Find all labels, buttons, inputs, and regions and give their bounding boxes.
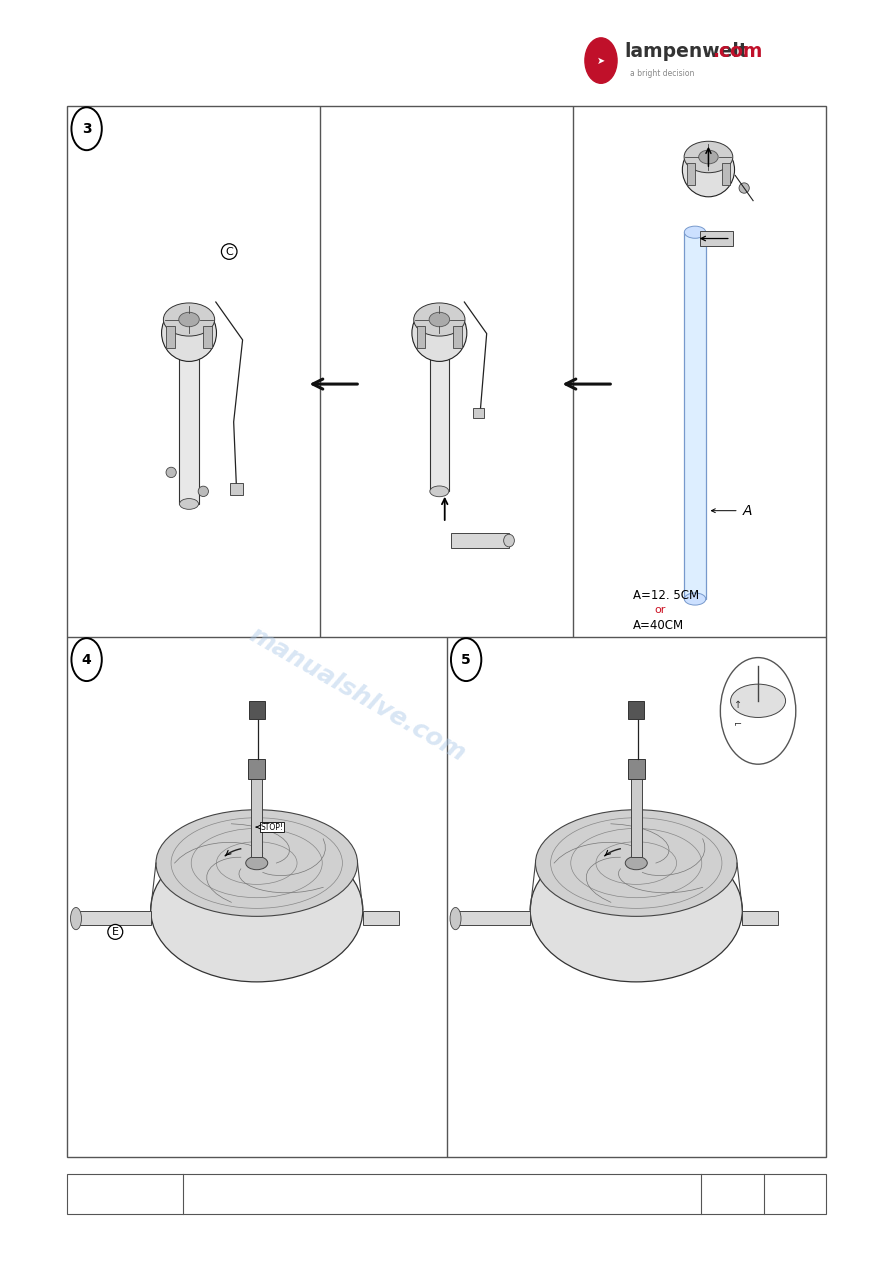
- Ellipse shape: [739, 183, 749, 193]
- Text: or: or: [655, 606, 666, 616]
- Bar: [454, 326, 462, 348]
- Ellipse shape: [450, 907, 461, 930]
- Text: ➤: ➤: [597, 56, 605, 66]
- Ellipse shape: [430, 486, 449, 497]
- Bar: [230, 482, 243, 495]
- Circle shape: [721, 658, 796, 765]
- Bar: [687, 163, 696, 184]
- Text: 3: 3: [82, 121, 91, 136]
- Ellipse shape: [682, 143, 735, 197]
- Circle shape: [71, 639, 102, 681]
- Text: 4: 4: [82, 652, 91, 666]
- Bar: [629, 700, 644, 718]
- Bar: [203, 326, 212, 348]
- Ellipse shape: [151, 838, 363, 982]
- Bar: [67, 1174, 826, 1214]
- Bar: [363, 911, 398, 925]
- Ellipse shape: [71, 907, 81, 930]
- Bar: [179, 317, 198, 504]
- Ellipse shape: [430, 312, 449, 327]
- Bar: [451, 533, 509, 548]
- Bar: [76, 911, 151, 925]
- Ellipse shape: [730, 684, 786, 718]
- Bar: [417, 326, 425, 348]
- Ellipse shape: [413, 303, 465, 336]
- Text: ↑: ↑: [734, 699, 742, 709]
- Circle shape: [71, 107, 102, 150]
- Ellipse shape: [625, 857, 647, 870]
- Text: STOP!: STOP!: [261, 823, 284, 832]
- Ellipse shape: [504, 534, 514, 546]
- Ellipse shape: [179, 312, 198, 323]
- Bar: [684, 232, 705, 599]
- Bar: [473, 408, 484, 418]
- Text: lampenwelt: lampenwelt: [624, 42, 748, 62]
- Ellipse shape: [179, 498, 198, 510]
- Bar: [251, 777, 263, 857]
- Ellipse shape: [684, 226, 705, 239]
- Circle shape: [451, 639, 481, 681]
- Ellipse shape: [684, 593, 705, 604]
- Ellipse shape: [163, 303, 214, 336]
- Text: E: E: [112, 926, 119, 936]
- Text: manualshlve.com: manualshlve.com: [245, 622, 470, 766]
- Circle shape: [585, 38, 617, 83]
- Ellipse shape: [179, 312, 199, 327]
- Ellipse shape: [166, 467, 176, 477]
- Ellipse shape: [246, 857, 268, 870]
- Text: ⌐: ⌐: [734, 718, 742, 728]
- Bar: [742, 911, 778, 925]
- Bar: [166, 326, 175, 348]
- Ellipse shape: [698, 150, 718, 164]
- Text: C: C: [225, 246, 233, 256]
- Text: A=40CM: A=40CM: [632, 620, 684, 632]
- Ellipse shape: [162, 304, 216, 361]
- Ellipse shape: [536, 810, 737, 916]
- Text: A=12. 5CM: A=12. 5CM: [632, 589, 698, 602]
- Ellipse shape: [412, 304, 467, 361]
- Text: .com: .com: [712, 42, 762, 62]
- Bar: [722, 163, 730, 184]
- Bar: [248, 758, 265, 779]
- Text: 5: 5: [462, 652, 471, 666]
- Bar: [430, 317, 449, 491]
- Bar: [628, 758, 645, 779]
- Ellipse shape: [684, 141, 733, 173]
- Ellipse shape: [198, 486, 208, 496]
- Bar: [67, 106, 826, 1157]
- Text: a bright decision: a bright decision: [630, 68, 694, 78]
- Bar: [249, 700, 264, 718]
- Ellipse shape: [530, 838, 742, 982]
- Bar: [630, 777, 642, 857]
- Text: A: A: [742, 504, 752, 517]
- Ellipse shape: [156, 810, 357, 916]
- Ellipse shape: [430, 312, 449, 323]
- Bar: [699, 231, 733, 246]
- Bar: [455, 911, 530, 925]
